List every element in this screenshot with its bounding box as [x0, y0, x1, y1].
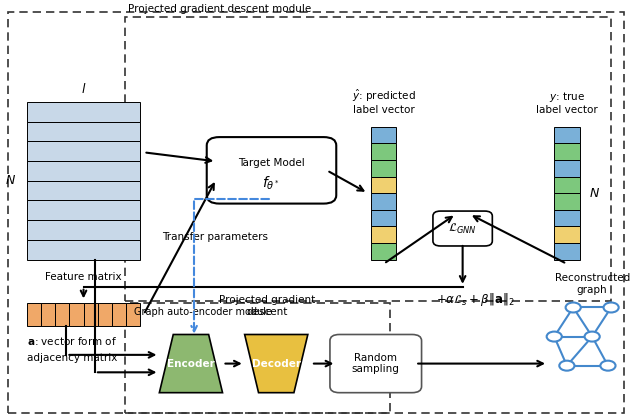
Bar [84, 303, 98, 326]
Bar [371, 210, 396, 226]
Text: $N$: $N$ [5, 174, 17, 187]
Text: $\hat{y}$: predicted: $\hat{y}$: predicted [352, 88, 415, 104]
Circle shape [584, 331, 600, 341]
Circle shape [604, 303, 619, 313]
Bar [98, 303, 112, 326]
Text: $l$: $l$ [81, 82, 86, 96]
Bar [554, 176, 579, 193]
Text: Encoder: Encoder [167, 359, 215, 369]
Bar [554, 243, 579, 260]
Bar [554, 193, 579, 210]
Bar [371, 193, 396, 210]
FancyBboxPatch shape [433, 211, 492, 246]
Text: Decoder: Decoder [252, 359, 301, 369]
Bar [27, 240, 140, 260]
Bar [27, 141, 140, 161]
Text: adjacency matrix: adjacency matrix [27, 353, 117, 363]
Polygon shape [159, 334, 223, 393]
Bar [27, 200, 140, 220]
Bar [125, 17, 611, 301]
Text: $N$: $N$ [589, 187, 600, 200]
Text: $f_{\theta^*}$: $f_{\theta^*}$ [262, 174, 280, 191]
Bar [41, 303, 55, 326]
Bar [27, 102, 140, 122]
Polygon shape [244, 334, 308, 393]
Bar [371, 143, 396, 160]
Bar [27, 181, 140, 200]
Bar [371, 243, 396, 260]
Text: $+\alpha\mathcal{L}_s + \beta\|\mathbf{a}\|_2$: $+\alpha\mathcal{L}_s + \beta\|\mathbf{a… [436, 291, 515, 308]
Bar [55, 303, 69, 326]
Bar [27, 161, 140, 181]
Text: label vector: label vector [536, 105, 598, 115]
Text: $\mathbf{a}$: vector form of: $\mathbf{a}$: vector form of [27, 335, 116, 347]
Text: Projected gradient
descent: Projected gradient descent [219, 295, 315, 317]
FancyBboxPatch shape [207, 137, 336, 204]
Text: Random
sampling: Random sampling [352, 353, 400, 375]
FancyBboxPatch shape [330, 334, 422, 393]
Circle shape [559, 361, 575, 371]
Bar [125, 303, 390, 414]
Text: Graph auto-encoder module: Graph auto-encoder module [134, 308, 272, 318]
Circle shape [600, 361, 616, 371]
Text: Reconstructed
graph: Reconstructed graph [554, 274, 630, 295]
Text: label vector: label vector [353, 105, 415, 115]
Circle shape [547, 331, 562, 341]
Text: $\mathcal{L}_{GNN}$: $\mathcal{L}_{GNN}$ [448, 222, 477, 235]
Bar [126, 303, 140, 326]
Text: Feature matrix: Feature matrix [45, 272, 122, 282]
Bar [554, 160, 579, 176]
Text: $y$: true: $y$: true [549, 90, 585, 104]
Bar [554, 226, 579, 243]
Bar [554, 210, 579, 226]
Bar [554, 143, 579, 160]
Bar [371, 160, 396, 176]
Circle shape [566, 303, 580, 313]
Bar [371, 176, 396, 193]
Text: Transfer parameters: Transfer parameters [163, 232, 269, 242]
Bar [371, 127, 396, 143]
Bar [27, 122, 140, 141]
Text: Target Model: Target Model [238, 158, 305, 168]
Bar [27, 220, 140, 240]
Bar [112, 303, 126, 326]
Text: Projected gradient descent module: Projected gradient descent module [128, 4, 311, 14]
Bar [371, 226, 396, 243]
Bar [69, 303, 84, 326]
Bar [554, 127, 579, 143]
Bar [27, 303, 41, 326]
